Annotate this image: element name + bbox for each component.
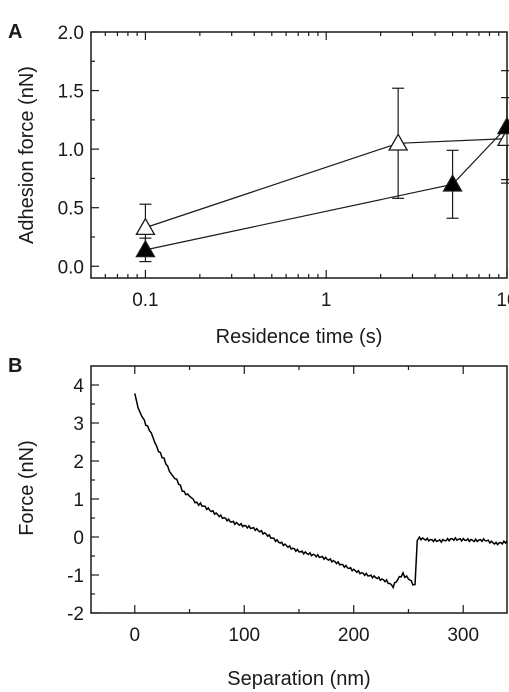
x-tick-label: 100: [228, 625, 260, 646]
panel-a-letter: A: [8, 21, 22, 43]
y-tick-label: -1: [67, 566, 84, 587]
y-tick-label: 1.0: [58, 140, 84, 161]
panel-a-series: [135, 70, 509, 263]
data-point: [496, 116, 509, 135]
y-tick-label: 1.5: [58, 82, 84, 103]
panel-b-tick-labels: 0 100 200 300 -2 -1 0 1 2 3 4: [67, 376, 479, 646]
y-tick-label: 3: [73, 414, 84, 435]
panel-a-tick-labels: 0.1 1 10 0.0 0.5 1.0 1.5 2.0: [58, 23, 509, 311]
x-tick-label: 1: [321, 290, 332, 311]
panel-b-frame: [90, 365, 508, 614]
y-tick-label: -2: [67, 604, 84, 625]
panel-a-y-axis-label: Adhesion force (nN): [16, 66, 38, 244]
y-tick-label: 1: [73, 490, 84, 511]
data-point: [388, 132, 409, 151]
y-tick-label: 0.0: [58, 257, 84, 278]
x-tick-label: 0: [130, 625, 141, 646]
y-tick-label: 4: [73, 376, 84, 397]
panel-b-ticks: [91, 366, 464, 614]
x-tick-label: 200: [338, 625, 370, 646]
y-tick-label: 0: [73, 528, 84, 549]
panel-b-y-axis-label: Force (nN): [16, 440, 38, 536]
data-point: [442, 173, 463, 192]
y-tick-label: 0.5: [58, 199, 84, 220]
panel-a-x-axis-label: Residence time (s): [216, 326, 383, 348]
panel-b: B 0 100 200 300 -2 -1 0 1 2 3 4 Separation (nm) Fo…: [8, 355, 508, 690]
panel-b-x-axis-label: Separation (nm): [227, 668, 370, 690]
x-tick-label: 0.1: [132, 290, 158, 311]
panel-b-series: [134, 393, 508, 590]
force-curve: [134, 393, 508, 590]
panel-a-frame: [90, 31, 508, 279]
x-tick-label: 10: [496, 290, 509, 311]
panel-b-letter: B: [8, 355, 22, 377]
y-tick-label: 2.0: [58, 23, 84, 44]
data-point: [135, 239, 156, 258]
x-tick-label: 300: [447, 625, 479, 646]
panel-a: A 0.1 1 10 0.0 0.5 1.0 1.5 2.0 Residence time (…: [8, 21, 509, 348]
data-point: [135, 217, 156, 236]
panel-a-ticks: [90, 31, 508, 278]
y-tick-label: 2: [73, 452, 84, 473]
